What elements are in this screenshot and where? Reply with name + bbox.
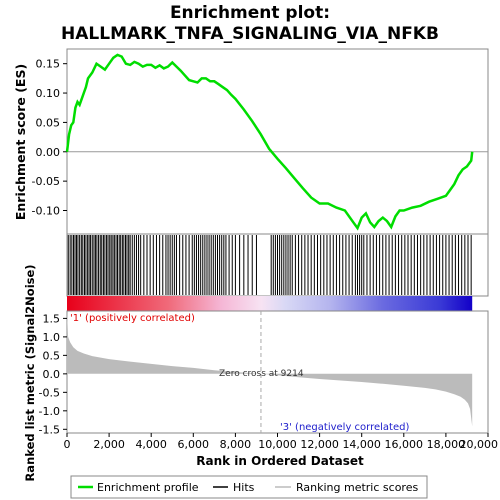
- es-y-tick-label: 0.10: [36, 87, 61, 100]
- es-panel: 0.15 0.10 0.05 0.00 -0.05 -0.10 Enrichment sc…: [13, 48, 489, 235]
- es-y-tick-label: 0.15: [36, 58, 61, 71]
- legend: Enrichment profile Hits Ranking metric s…: [70, 475, 428, 499]
- ranked-y-tick-label: 0.0: [43, 368, 61, 381]
- legend-enrichment-label: Enrichment profile: [97, 481, 199, 494]
- x-tick-label: 12,000: [300, 438, 339, 451]
- x-tick-label: 10,000: [258, 438, 297, 451]
- ranked-y-tick-label: -1.0: [39, 405, 60, 418]
- x-tick-label: 16,000: [385, 438, 424, 451]
- es-y-tick-label: -0.10: [32, 205, 60, 218]
- negative-correlation-label: '3' (negatively correlated): [280, 422, 409, 433]
- x-tick-label: 6,000: [178, 438, 210, 451]
- x-tick-label: 8,000: [220, 438, 252, 451]
- es-y-axis-label: Enrichment score (ES): [13, 64, 28, 220]
- es-panel-frame: [66, 48, 489, 235]
- chart-title-line2: HALLMARK_TNFA_SIGNALING_VIA_NFKB: [61, 24, 439, 44]
- ranked-y-tick-label: 0.5: [43, 349, 61, 362]
- legend-frame: [70, 475, 428, 499]
- hits-markers: [67, 235, 472, 295]
- enrichment-profile-line: [65, 53, 474, 231]
- x-axis: 0 2,000 4,000 6,000 8,000 10,000 12,000 14,000 1…: [64, 433, 499, 451]
- x-tick-label: 14,000: [342, 438, 381, 451]
- x-tick-label: 20,000: [460, 438, 499, 451]
- es-y-tick-label: -0.05: [32, 175, 60, 188]
- ranked-y-axis: 1.5 1.0 0.5 0.0 -0.5 -1.0 -1.5: [39, 312, 67, 436]
- x-axis-label: Rank in Ordered Dataset: [196, 454, 364, 468]
- chart-title-line1: Enrichment plot:: [170, 3, 330, 23]
- positive-correlation-label: '1' (positively correlated): [70, 313, 195, 324]
- x-tick-label: 18,000: [427, 438, 466, 451]
- hits-panel: [66, 233, 489, 297]
- ranked-y-axis-label: Ranked list metric (Signal2Noise): [23, 264, 37, 481]
- ranking-colorbar: [67, 296, 473, 311]
- x-tick-label: 4,000: [135, 438, 167, 451]
- ranked-y-tick-label: -0.5: [39, 386, 60, 399]
- x-tick-label: 0: [64, 438, 71, 451]
- ranked-y-tick-label: -1.5: [39, 423, 60, 436]
- ranked-y-tick-label: 1.5: [43, 312, 61, 325]
- es-y-tick-label: 0.00: [36, 146, 61, 159]
- legend-hits-label: Hits: [233, 481, 255, 494]
- x-tick-label: 2,000: [93, 438, 125, 451]
- es-y-axis: 0.15 0.10 0.05 0.00 -0.05 -0.10: [32, 58, 67, 218]
- ranked-y-tick-label: 1.0: [43, 331, 61, 344]
- legend-ranking-label: Ranking metric scores: [296, 481, 418, 494]
- es-y-tick-label: 0.05: [36, 116, 61, 129]
- zero-cross-label: Zero cross at 9214: [219, 369, 304, 379]
- ranking-metric-area: [67, 311, 473, 427]
- ranked-panel: 1.5 1.0 0.5 0.0 -0.5 -1.0 -1.5 '1' (positively…: [23, 264, 489, 482]
